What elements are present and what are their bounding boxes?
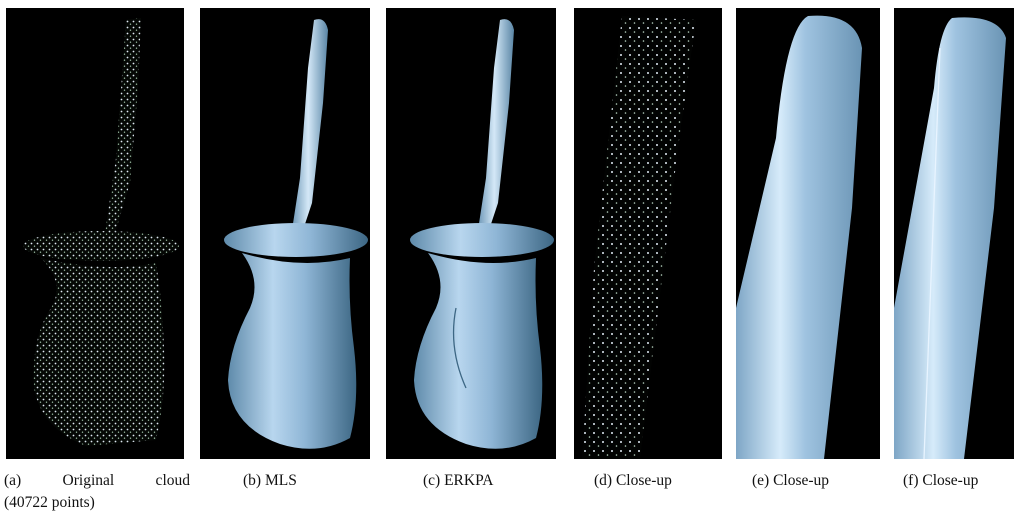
caption-f: (f) Close-up bbox=[903, 472, 979, 489]
caption-a: (a) Original cloud (40722 points) bbox=[4, 470, 190, 514]
point-cloud-figure bbox=[6, 8, 184, 459]
caption-b: (b) MLS bbox=[243, 472, 297, 489]
panel-a-image bbox=[6, 8, 184, 459]
closeup-points-figure bbox=[574, 8, 722, 459]
caption-a-line2: (40722 points) bbox=[4, 494, 95, 511]
caption-e: (e) Close-up bbox=[752, 472, 830, 489]
closeup-mls-figure bbox=[736, 8, 880, 459]
panel-b-image bbox=[200, 8, 370, 459]
mls-surface-figure bbox=[200, 8, 370, 459]
panel-f-image bbox=[894, 8, 1014, 459]
panel-c-image bbox=[386, 8, 556, 459]
closeup-erkpa-figure bbox=[894, 8, 1014, 459]
caption-c: (c) ERKPA bbox=[423, 472, 494, 489]
caption-a-line1: (a) Original cloud bbox=[4, 472, 190, 489]
panel-d-image bbox=[574, 8, 722, 459]
erkpa-surface-figure bbox=[386, 8, 556, 459]
panel-e-image bbox=[736, 8, 880, 459]
caption-d: (d) Close-up bbox=[594, 472, 672, 489]
